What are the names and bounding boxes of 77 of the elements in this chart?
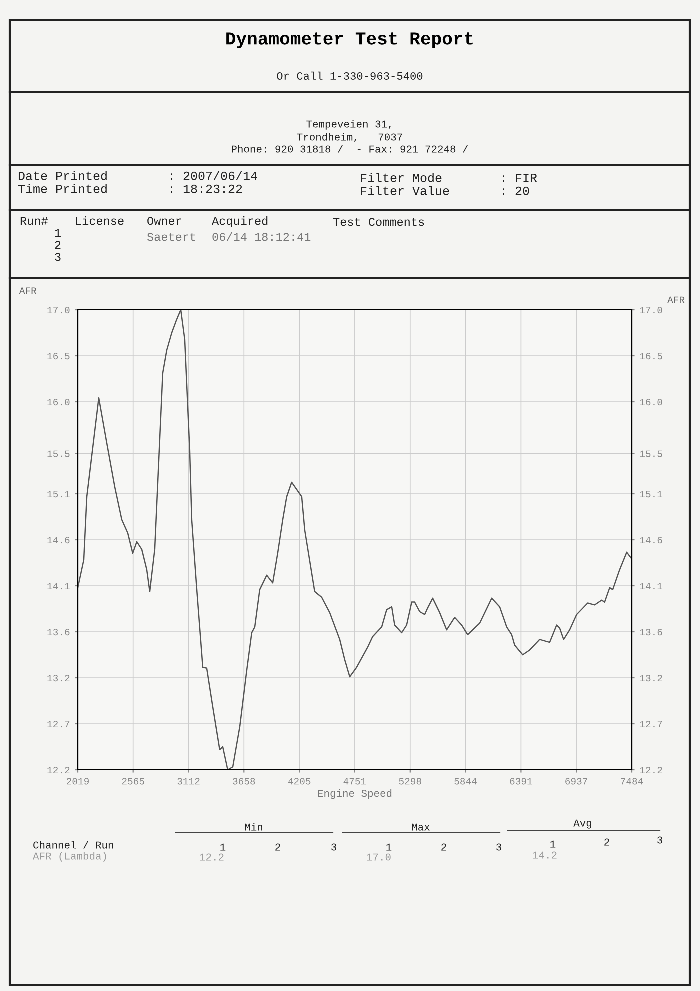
- text: License: [76, 216, 124, 226]
- text: 2: [604, 838, 610, 846]
- text: 2: [442, 844, 446, 851]
- text: Saetert: [147, 233, 196, 242]
- x-tick-label: 2565: [122, 778, 144, 785]
- text: Filter Mode: [361, 173, 442, 182]
- text: AFR (Lambda): [33, 852, 106, 862]
- text: 17.0: [367, 854, 391, 861]
- text: : 2007/06/14: [171, 171, 258, 180]
- x-axis-title: Engine Speed: [318, 789, 392, 800]
- text: Phone: 920 31818 / - Fax: 921 72248 /: [232, 145, 468, 153]
- y2-axis-title: AFR: [668, 296, 685, 304]
- text: 1: [550, 840, 556, 848]
- text: Acquired: [212, 216, 268, 228]
- text: 3: [332, 844, 336, 851]
- line-series: [78, 310, 632, 770]
- y2-tick-label: 17.0: [640, 307, 662, 314]
- text: 1: [220, 844, 226, 851]
- text: Min: [245, 823, 262, 831]
- text: Tempeveien 31,: [306, 120, 392, 130]
- text: Filter Value: [361, 186, 450, 196]
- x-tick-label: 2019: [67, 778, 89, 785]
- text: 3: [658, 836, 662, 844]
- y-tick-label: 15.5: [48, 450, 70, 458]
- y2-tick-label: 14.6: [640, 537, 662, 544]
- text: Max: [412, 824, 430, 831]
- chart-title: Dynamometer Test Report: [226, 32, 473, 48]
- x-tick-label: 5844: [454, 778, 477, 785]
- text: 1: [55, 229, 61, 238]
- y2-tick-label: 13.6: [640, 629, 662, 636]
- text: Date Printed: [18, 171, 107, 180]
- y-tick-label: 13.6: [48, 629, 70, 636]
- x-tick-label: 4751: [344, 778, 366, 785]
- text: 2: [55, 241, 61, 250]
- x-tick-label: 3658: [233, 778, 256, 785]
- y-tick-label: 16.0: [48, 399, 70, 406]
- y-tick-label: 12.7: [48, 721, 70, 728]
- text: 06/14 18:12:41: [212, 232, 311, 242]
- y2-tick-label: 15.1: [640, 491, 663, 498]
- y-axis-title: AFR: [19, 288, 37, 294]
- text: Channel / Run: [34, 841, 114, 849]
- x-tick-label: 6391: [510, 778, 532, 785]
- x-tick-label: 6937: [566, 778, 588, 785]
- text: 14.2: [533, 852, 557, 859]
- text: Time Printed: [18, 184, 107, 194]
- text: : 18:23:22: [171, 184, 242, 194]
- text: Owner: [148, 217, 182, 226]
- text: : FIR: [503, 174, 538, 182]
- x-tick-label: 7484: [621, 778, 644, 785]
- text: 3: [55, 253, 61, 262]
- text: Avg: [574, 820, 592, 829]
- text: 2: [276, 844, 280, 851]
- x-tick-label: 3112: [178, 778, 200, 785]
- text: Run#: [20, 217, 48, 226]
- text: : 20: [503, 186, 530, 196]
- y-tick-label: 14.6: [48, 537, 70, 544]
- y2-tick-label: 15.5: [640, 450, 662, 458]
- y-tick-label: 16.5: [48, 353, 70, 360]
- text: Test Comments: [333, 218, 424, 226]
- text: Or Call 1-330-963-5400: [277, 72, 423, 80]
- y-tick-label: 17.0: [48, 307, 70, 314]
- x-tick-label: 5298: [399, 778, 422, 785]
- y-tick-label: 13.2: [48, 675, 70, 682]
- y2-tick-label: 13.2: [640, 675, 662, 682]
- x-tick-label: 4205: [288, 778, 311, 785]
- text: 12.2: [200, 854, 224, 861]
- text: 1: [386, 844, 392, 851]
- y-tick-label: 15.1: [48, 491, 70, 498]
- y-tick-label: 12.2: [48, 767, 70, 774]
- y2-tick-label: 12.2: [640, 767, 662, 774]
- y-tick-label: 14.1: [48, 583, 70, 590]
- y2-tick-label: 12.7: [640, 721, 662, 728]
- y2-tick-label: 16.5: [640, 353, 662, 360]
- y2-tick-label: 14.1: [640, 583, 663, 590]
- text: Trondheim, 7037: [297, 133, 402, 143]
- text: 3: [496, 844, 502, 851]
- y2-tick-label: 16.0: [640, 399, 662, 406]
